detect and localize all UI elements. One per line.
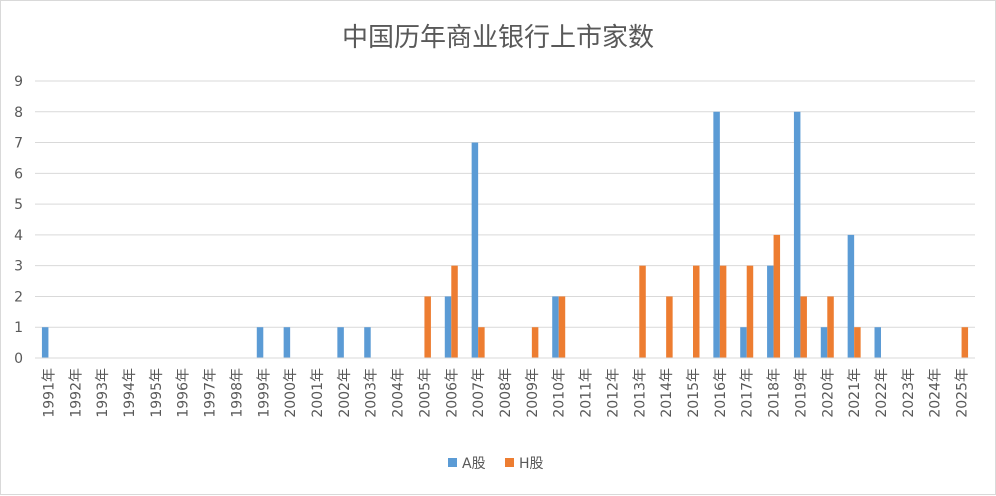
x-tick-label: 2018年 [767,368,783,418]
x-tick-label: 2004年 [391,368,407,418]
bar-a-27 [767,265,774,358]
y-tick-label: 1 [14,320,23,336]
legend-swatch [448,458,457,467]
bar-a-0 [41,327,49,358]
x-tick-label: 2024年 [928,368,944,418]
legend-swatch [505,458,514,467]
bar-h-29 [827,296,834,358]
x-tick-label: 2016年 [713,368,729,418]
x-tick-label: 2023年 [901,368,917,418]
x-tick-label: 1994年 [122,368,138,418]
x-tick-label: 1991年 [41,368,57,418]
x-tick-label: 2008年 [498,368,514,418]
bar-a-30 [847,234,855,358]
x-tick-label: 2003年 [364,368,380,418]
bar-h-34 [961,327,969,358]
x-tick-label: 2020年 [820,368,836,418]
x-tick-label: 2014年 [659,368,675,418]
legend: A股 H股 [448,456,544,472]
x-tick-label: 2017年 [740,368,756,418]
x-tick-label: 2013年 [632,368,648,418]
y-tick-label: 2 [14,289,23,305]
bar-a-11 [337,327,344,358]
y-tick-label: 5 [14,197,23,213]
x-tick-label: 2021年 [847,368,863,418]
x-tick-label: 2002年 [337,368,353,418]
bar-h-15 [451,265,458,358]
x-tick-label: 2005年 [417,368,433,418]
bar-a-25 [713,111,720,359]
bar-a-26 [740,327,747,358]
x-tick-label: 2011年 [579,368,595,418]
x-tick-label: 2022年 [874,368,890,418]
bar-h-23 [666,296,673,358]
x-tick-label: 1995年 [149,368,165,418]
bar-h-18 [531,327,539,358]
x-tick-label: 2012年 [605,368,621,418]
y-axis-ticks: 0 1 2 3 4 5 6 7 8 9 [14,74,23,367]
y-tick-label: 8 [14,105,23,121]
y-tick-label: 7 [14,136,23,152]
x-tick-label: 2001年 [310,368,326,418]
x-tick-label: 2006年 [444,368,460,418]
bar-h-16 [478,327,485,358]
bar-h-24 [693,265,700,358]
bar-a-28 [793,111,801,359]
x-tick-label: 1996年 [176,368,192,418]
bar-h-19 [558,296,566,358]
bar-a-29 [820,327,828,358]
x-tick-label: 1998年 [229,368,245,418]
x-tick-label: 2015年 [686,368,702,418]
y-tick-label: 9 [14,74,23,90]
x-tick-label: 2009年 [525,368,541,418]
bar-h-28 [800,296,807,358]
bar-h-27 [773,234,781,358]
x-tick-label: 2025年 [955,368,971,418]
legend-label: A股 [462,456,486,472]
y-tick-label: 3 [14,259,23,275]
x-tick-label: 1997年 [203,368,219,418]
x-axis-ticks: 1991年 1992年 1993年 1994年 1995年 1996年 1997年 1998年… [41,368,970,418]
bar-h-22 [639,265,646,358]
x-tick-label: 1992年 [68,368,84,418]
legend-label: H股 [519,456,544,472]
bar-a-31 [874,327,881,358]
bar-a-8 [256,327,264,358]
bars [41,111,969,359]
x-tick-label: 2010年 [552,368,568,418]
x-tick-label: 2007年 [471,368,487,418]
y-tick-label: 0 [14,351,23,367]
x-tick-label: 1993年 [95,368,111,418]
bar-a-19 [552,296,559,358]
bar-h-30 [854,327,861,358]
gridlines [35,80,975,328]
bar-a-16 [471,142,479,358]
bar-h-14 [424,296,431,358]
x-tick-label: 2019年 [793,368,809,418]
bar-a-9 [283,327,291,358]
x-tick-label: 2000年 [283,368,299,418]
bar-a-12 [364,327,371,358]
bar-a-15 [444,296,452,358]
chart-title: 中国历年商业银行上市家数 [342,23,654,53]
x-tick-label: 1999年 [256,368,272,418]
y-tick-label: 6 [14,166,23,182]
bar-h-25 [719,265,727,358]
bar-h-26 [746,265,754,358]
y-tick-label: 4 [14,228,23,244]
